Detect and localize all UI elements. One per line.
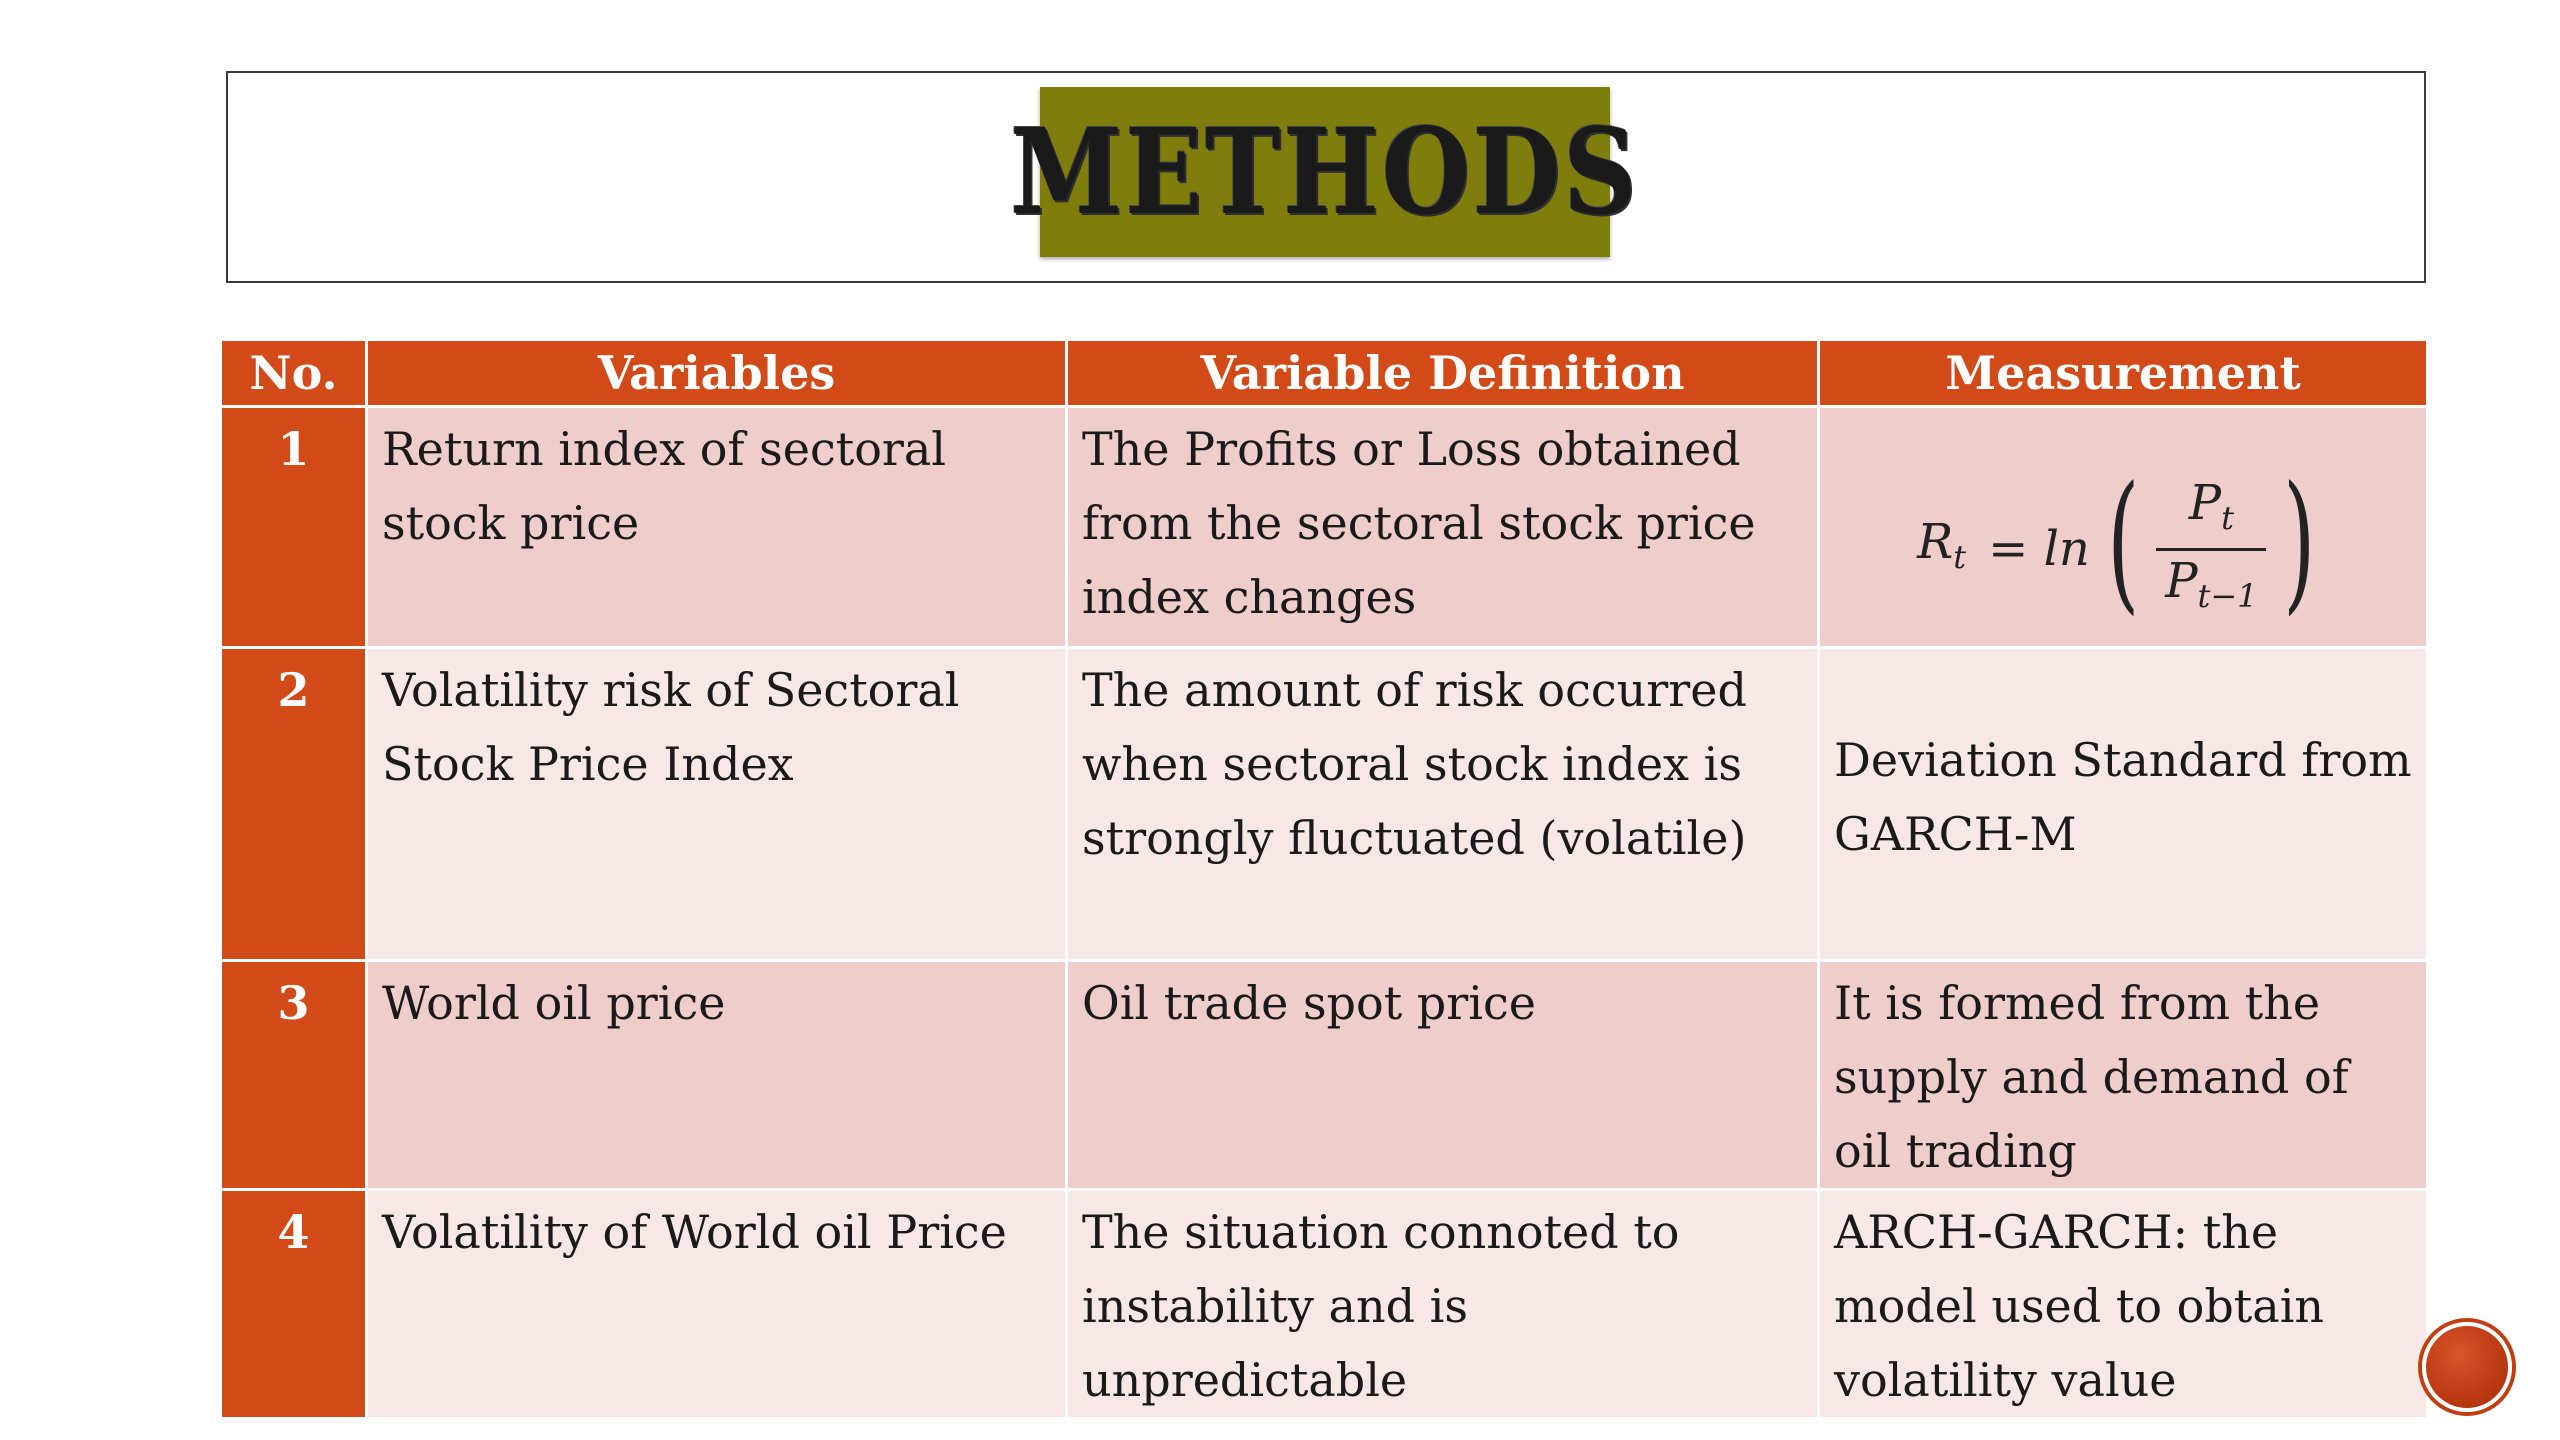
- formula-lhs: Rt: [1917, 513, 1967, 576]
- definition-cell: The Profits or Loss obtained from the se…: [1065, 405, 1820, 649]
- title-banner: METHODS: [1011, 87, 1637, 257]
- return-formula: Rt = ln ( Pt Pt−1 ): [1834, 412, 2412, 646]
- table-row: 4 Volatility of World oil Price The situ…: [219, 1188, 2429, 1420]
- definition-cell: Oil trade spot price: [1065, 959, 1820, 1191]
- left-paren-glyph: (: [2107, 455, 2140, 629]
- fraction-bar: [2156, 547, 2267, 551]
- formula-operator: = ln: [1988, 521, 2090, 577]
- variable-cell: Volatility risk of Sectoral Stock Price …: [365, 646, 1068, 962]
- table-row: 3 World oil price Oil trade spot price I…: [219, 959, 2429, 1191]
- definition-cell: The situation connoted to instability an…: [1065, 1188, 1820, 1420]
- row-number: 3: [219, 959, 368, 1191]
- row-number: 4: [219, 1188, 368, 1420]
- variable-cell: Volatility of World oil Price: [365, 1188, 1068, 1420]
- header-no: No.: [219, 338, 368, 408]
- fraction-denominator: Pt−1: [2165, 552, 2258, 615]
- header-measurement: Measurement: [1817, 338, 2429, 408]
- variable-cell: Return index of sectoral stock price: [365, 405, 1068, 649]
- table-row: 2 Volatility risk of Sectoral Stock Pric…: [219, 646, 2429, 962]
- variable-cell: World oil price: [365, 959, 1068, 1191]
- measurement-cell: It is formed from the supply and demand …: [1817, 959, 2429, 1191]
- header-variables: Variables: [365, 338, 1068, 408]
- formula-fraction: Pt Pt−1: [2156, 473, 2267, 626]
- row-number: 2: [219, 646, 368, 962]
- measurement-cell: Deviation Standard from GARCH-M: [1817, 646, 2429, 962]
- next-slide-button[interactable]: [2422, 1322, 2512, 1412]
- definition-cell: The amount of risk occurred when sectora…: [1065, 646, 1820, 962]
- measurement-cell: Rt = ln ( Pt Pt−1 ): [1817, 405, 2429, 649]
- table-header-row: No. Variables Variable Definition Measur…: [219, 338, 2429, 408]
- table-row: 1 Return index of sectoral stock price T…: [219, 405, 2429, 649]
- measurement-cell: ARCH-GARCH: the model used to obtain vol…: [1817, 1188, 2429, 1420]
- right-paren-glyph: ): [2283, 455, 2316, 629]
- methods-table: No. Variables Variable Definition Measur…: [219, 338, 2429, 1420]
- fraction-numerator: Pt: [2188, 474, 2234, 537]
- row-number: 1: [219, 405, 368, 649]
- header-definition: Variable Definition: [1065, 338, 1820, 408]
- slide-title: METHODS: [1010, 102, 1640, 241]
